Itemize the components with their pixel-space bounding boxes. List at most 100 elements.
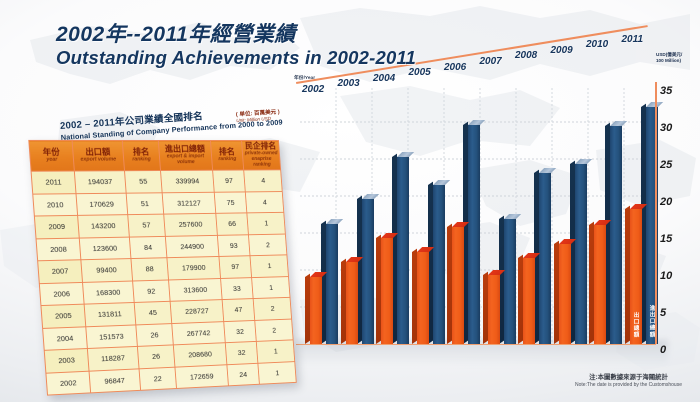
cell-export: 143200 [77, 214, 129, 238]
bar-face [645, 106, 658, 344]
bar-total-2007[interactable] [498, 213, 521, 344]
cell-export: 194037 [74, 170, 126, 194]
cell-export: 123600 [79, 236, 131, 260]
bar-export-2011[interactable]: 出口總額 [624, 203, 647, 344]
bar-group-2007 [482, 82, 521, 344]
bar-face [310, 276, 322, 344]
cell-export-rank: 88 [130, 257, 169, 281]
cell-export: 118287 [87, 346, 139, 371]
x-tick-label-2011: 2011 [621, 33, 644, 45]
cell-export-rank: 92 [132, 279, 171, 303]
bar-total-2002[interactable] [321, 218, 344, 344]
x-tick-label-2002: 2002 [302, 84, 325, 95]
x-tick-label-2004: 2004 [373, 72, 396, 84]
bar-total-2011[interactable]: 進出口總額 [640, 101, 663, 344]
series-label-total: 進出口總額 [648, 305, 655, 338]
bar-total-2003[interactable] [356, 193, 379, 344]
column-header-export-ranking: 排名 ranking [121, 140, 161, 171]
column-header-year: 年份 year [28, 140, 75, 172]
bar-face [452, 226, 464, 344]
bar-face [468, 125, 480, 344]
chart-baseline [296, 344, 656, 346]
cell-export: 170629 [75, 192, 128, 216]
y-tick-label: 10 [660, 270, 673, 282]
bar-total-2010[interactable] [605, 121, 628, 344]
header-cn: 民企排名 [244, 141, 277, 151]
cell-year: 2010 [32, 193, 78, 217]
cell-total-rank: 47 [221, 298, 256, 322]
bar-face [361, 198, 374, 344]
header-en: export volume [80, 156, 117, 163]
cell-export-rank: 45 [133, 301, 172, 325]
bar-face [326, 223, 338, 344]
cell-total: 179900 [167, 256, 221, 280]
bar-total-2009[interactable] [569, 159, 592, 344]
bar-face [487, 274, 500, 344]
cell-year: 2005 [40, 304, 86, 328]
x-axis-caption: 年份/Year [294, 76, 316, 81]
bar-total-2004[interactable] [392, 152, 415, 344]
cell-total-rank: 33 [220, 277, 254, 300]
bar-export-2007[interactable] [482, 269, 505, 344]
column-header-private-ranking: 民企排名 private-owned enaprise ranking [241, 140, 281, 171]
bar-total-2008[interactable] [534, 168, 557, 344]
cell-export: 99400 [80, 258, 133, 282]
header-en: export & import volume [166, 153, 205, 166]
bar-face [539, 173, 551, 344]
y-tick-label: 5 [660, 307, 667, 319]
x-tick-label-2009: 2009 [550, 44, 573, 56]
cell-private-rank: 1 [250, 254, 289, 278]
x-tick-label-2007: 2007 [479, 56, 502, 67]
cell-export-rank: 51 [125, 192, 164, 215]
bar-export-2003[interactable] [340, 256, 363, 344]
cell-total: 267742 [171, 321, 225, 345]
x-tick-label-2008: 2008 [515, 50, 538, 62]
cell-export-rank: 84 [128, 235, 168, 259]
bar-face [432, 184, 445, 344]
cell-total: 228727 [170, 299, 224, 324]
title-english: Outstanding Achievements in 2002-2011 [56, 47, 417, 69]
title-chinese: 2002年--2011年經營業績 [56, 23, 296, 46]
cell-private-rank: 4 [244, 169, 283, 192]
bar-group-2008 [518, 82, 557, 344]
cell-private-rank: 2 [255, 318, 294, 342]
bar-export-2002[interactable] [305, 271, 328, 344]
cell-year: 2006 [39, 281, 84, 306]
bar-export-2010[interactable] [589, 220, 612, 344]
bar-face [503, 218, 516, 344]
bar-export-2009[interactable] [553, 239, 576, 344]
bar-group-2002 [305, 82, 344, 344]
bar-export-2004[interactable] [376, 233, 399, 344]
cell-year: 2008 [36, 237, 81, 261]
y-tick-label: 15 [660, 233, 673, 245]
cell-total-rank: 93 [217, 234, 251, 257]
y-tick-label: 30 [660, 122, 673, 134]
table-body: 2011 194037 55 339994 97 4 2010 170629 51 312127 7… [31, 169, 297, 396]
bar-chart: 年份/Year 2002 2003 2004 2005 2006 2007 2008 2009… [294, 25, 692, 368]
bar-total-2006[interactable] [463, 120, 486, 344]
cell-total-rank: 32 [224, 341, 259, 365]
bar-group-2009 [553, 82, 592, 344]
bar-group-2003 [340, 82, 379, 344]
header-en: year [46, 156, 58, 163]
cell-private-rank: 2 [253, 297, 292, 320]
bar-export-2006[interactable] [447, 221, 470, 344]
bar-group-2004 [376, 82, 415, 344]
bar-face [345, 261, 358, 344]
cell-total-rank: 75 [213, 191, 248, 214]
y-axis-caption-cn: USD(億美元/ [656, 52, 683, 57]
source-note-english: Note:The date is provided by the Customs… [574, 382, 682, 388]
cell-total-rank: 66 [215, 212, 249, 235]
table-row: 2011 194037 55 339994 97 4 [31, 169, 283, 194]
cell-export: 131811 [83, 302, 136, 327]
bar-export-2005[interactable] [411, 247, 434, 344]
bar-group-2005 [411, 82, 450, 344]
cell-total: 257600 [163, 213, 218, 236]
bar-export-2008[interactable] [518, 252, 541, 344]
y-tick-label: 20 [660, 196, 673, 208]
cell-total: 208680 [173, 342, 227, 367]
bar-total-2005[interactable] [427, 179, 450, 344]
cell-export: 168300 [82, 280, 134, 305]
cell-total: 244900 [165, 234, 219, 258]
